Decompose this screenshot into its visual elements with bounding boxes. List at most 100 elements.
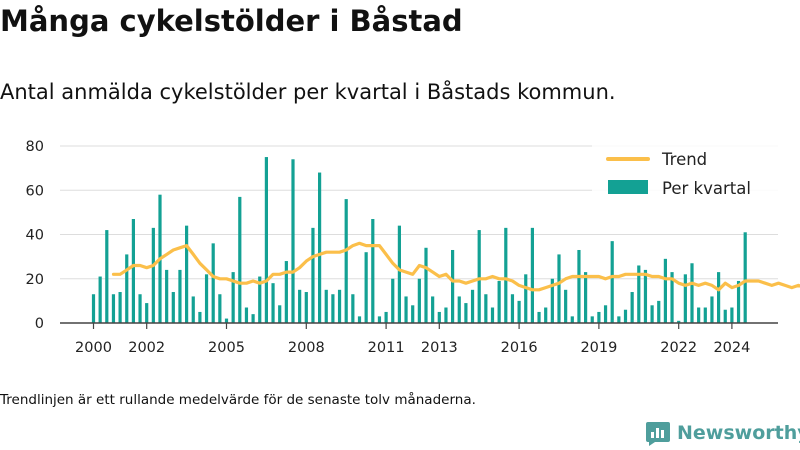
bar	[690, 263, 694, 323]
bar	[251, 314, 255, 323]
bar	[603, 305, 608, 323]
bar	[118, 292, 122, 323]
bar	[151, 227, 155, 323]
bar	[537, 311, 541, 323]
bar	[244, 307, 249, 323]
bar	[743, 232, 747, 323]
bar	[697, 307, 701, 323]
bar	[490, 307, 495, 323]
x-tick-label: 2013	[421, 340, 458, 356]
bar	[105, 230, 109, 323]
bar	[211, 243, 215, 323]
bar	[218, 294, 222, 323]
bar	[517, 300, 521, 323]
bar	[597, 311, 601, 323]
bar	[331, 294, 335, 323]
bar	[324, 289, 328, 323]
bar	[723, 309, 727, 323]
bar	[377, 316, 382, 323]
bar	[231, 272, 235, 323]
bar	[657, 300, 661, 323]
bar	[371, 219, 375, 323]
bar	[590, 316, 594, 323]
x-axis: 2000 2002 2005 2008 2011 2013 2016 2019 2022 2024	[60, 322, 778, 356]
bar	[258, 276, 262, 323]
brand[interactable]: Newsworthy	[645, 419, 800, 447]
bar	[477, 230, 481, 323]
bar	[391, 278, 395, 323]
bar	[424, 247, 428, 323]
bar	[178, 269, 182, 323]
trend-series	[111, 241, 800, 292]
bar	[677, 320, 681, 323]
legend-bar-label: Per kvartal	[662, 179, 751, 198]
bar	[271, 283, 275, 323]
x-tick-label: 2016	[501, 340, 538, 356]
bar	[91, 294, 96, 323]
bar	[364, 252, 368, 323]
x-tick-label: 2002	[128, 340, 165, 356]
footnote: Trendlinjen är ett rullande medelvärde f…	[0, 392, 476, 408]
bar	[198, 311, 202, 323]
bar	[125, 254, 129, 323]
bar	[710, 296, 714, 323]
bar	[145, 303, 149, 323]
bar	[470, 289, 475, 323]
bar	[298, 289, 302, 323]
bar	[204, 274, 209, 323]
bar	[411, 305, 415, 323]
bar	[703, 307, 707, 323]
bar	[224, 318, 229, 323]
bar	[404, 296, 408, 323]
bar	[564, 289, 568, 323]
chart-subtitle: Antal anmälda cykelstölder per kvartal i…	[0, 80, 616, 104]
legend: Trend Per kvartal	[592, 144, 780, 208]
bar	[650, 305, 654, 323]
bar	[663, 258, 667, 323]
bar	[171, 292, 175, 323]
bar	[278, 305, 282, 323]
y-tick-label: 60	[26, 183, 44, 199]
bar	[451, 249, 455, 323]
legend-background	[592, 144, 780, 208]
y-axis: 0 20 40 60 80	[26, 139, 44, 332]
bar	[337, 289, 342, 323]
bar	[577, 249, 581, 323]
bar	[264, 157, 268, 323]
bar	[643, 269, 648, 323]
bar	[497, 280, 501, 323]
bar	[417, 278, 421, 323]
y-tick-label: 40	[26, 228, 44, 244]
bar	[630, 292, 634, 323]
bar	[185, 225, 189, 323]
bar	[557, 254, 561, 323]
bar	[457, 296, 461, 323]
bar	[238, 196, 242, 323]
bar	[384, 311, 388, 323]
bar	[165, 269, 169, 323]
bar	[637, 265, 641, 323]
y-tick-label: 80	[26, 139, 44, 155]
bar	[510, 294, 515, 323]
bar	[504, 227, 508, 323]
bar	[344, 199, 348, 323]
trend-line	[111, 241, 800, 292]
bar	[111, 294, 116, 323]
bar	[318, 172, 322, 323]
bar	[730, 307, 734, 323]
bar	[584, 272, 588, 323]
bar	[357, 316, 362, 323]
y-tick-label: 0	[35, 316, 44, 332]
bar	[291, 159, 295, 323]
bar	[131, 219, 135, 323]
bar	[530, 227, 534, 323]
bar	[550, 278, 554, 323]
x-tick-label: 2019	[580, 340, 617, 356]
bar	[138, 294, 142, 323]
x-tick-label: 2011	[368, 340, 405, 356]
x-tick-label: 2024	[713, 340, 750, 356]
bar	[544, 307, 548, 323]
x-tick-label: 2005	[208, 340, 245, 356]
bar	[431, 296, 435, 323]
newsworthy-logo-icon	[646, 422, 670, 446]
